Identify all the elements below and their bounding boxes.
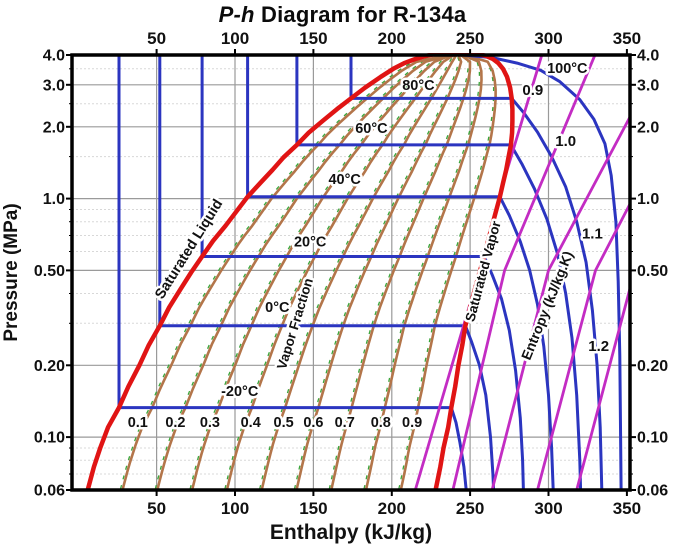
- isotherm-label: 0°C: [265, 300, 290, 316]
- quality-line: [190, 53, 459, 491]
- entropy-lines: [413, 53, 631, 491]
- x-tick-label-bottom: 100: [221, 499, 249, 518]
- quality-line-dash: [224, 53, 455, 490]
- isotherm-line: [200, 53, 525, 491]
- quality-line: [260, 53, 459, 491]
- chart-curves: [117, 53, 631, 491]
- isotherm-label: 80°C: [402, 78, 435, 94]
- isotherm-line: [246, 53, 555, 491]
- quality-label: 0.6: [303, 415, 323, 431]
- y-tick-label-left: 0.50: [34, 263, 65, 280]
- plot-border: [70, 53, 632, 492]
- x-tick-label-top: 150: [299, 29, 327, 48]
- quality-line: [156, 53, 458, 491]
- isotherm-label: 40°C: [328, 172, 361, 188]
- entropy-line: [451, 53, 597, 491]
- entropy-line: [490, 116, 631, 491]
- y-tick-label-left: 4.0: [43, 48, 65, 65]
- entropy-line: [536, 203, 631, 491]
- quality-label: 0.4: [241, 415, 261, 431]
- quality-line: [399, 53, 497, 491]
- isotherm-line: [158, 53, 496, 491]
- y-tick-label-right: 4.0: [637, 48, 659, 65]
- isotherm-label: 60°C: [355, 121, 388, 137]
- quality-line-dash: [363, 53, 481, 490]
- isotherm-line: [295, 53, 583, 491]
- isotherm-line: [448, 53, 623, 491]
- chart-title-text: Diagram for R-134a: [254, 2, 467, 27]
- chart-title: P-h Diagram for R-134a: [0, 2, 685, 28]
- quality-label: 0.8: [371, 415, 391, 431]
- y-tick-label-right: 1.0: [637, 191, 659, 208]
- isotherm-label: 20°C: [294, 234, 327, 250]
- quality-label: 0.5: [274, 415, 294, 431]
- entropy-label: 0.9: [522, 82, 543, 99]
- y-tick-label-right: 0.20: [637, 358, 668, 375]
- quality-line: [121, 53, 458, 491]
- y-tick-label-right: 2.0: [637, 119, 659, 136]
- y-tick-label-left: 3.0: [43, 77, 65, 94]
- quality-label: 0.2: [165, 415, 185, 431]
- quality-lines: [121, 53, 497, 491]
- quality-label: 0.7: [335, 415, 355, 431]
- x-tick-label-bottom: 300: [534, 499, 562, 518]
- isotherm-label: 100°C: [547, 61, 588, 77]
- tick-labels: 50 50 100 100 150 150 200 200 250 250 300 300 350 350…: [34, 29, 668, 518]
- entropy-line: [575, 288, 631, 491]
- quality-label: 0.3: [200, 415, 220, 431]
- quality-line: [225, 53, 459, 491]
- y-tick-label-right: 3.0: [637, 77, 659, 94]
- y-tick-label-right: 0.10: [637, 430, 668, 447]
- quality-line: [330, 53, 472, 491]
- x-tick-label-top: 300: [534, 29, 562, 48]
- y-tick-label-right: 0.06: [637, 483, 668, 500]
- x-tick-label-top: 200: [378, 29, 406, 48]
- x-tick-label-bottom: 50: [147, 499, 166, 518]
- entropy-label: 1.0: [555, 133, 576, 150]
- y-tick-label-right: 0.50: [637, 263, 668, 280]
- x-tick-label-top: 350: [613, 29, 641, 48]
- x-tick-label-bottom: 150: [299, 499, 327, 518]
- y-axis-title: Pressure (MPa): [1, 203, 22, 341]
- quality-line-dash: [293, 53, 460, 490]
- entropy-label: 1.2: [588, 338, 609, 355]
- axis-ticks: [66, 49, 636, 496]
- quality-lines-dashed: [119, 53, 495, 490]
- x-tick-label-bottom: 250: [456, 499, 484, 518]
- y-tick-label-left: 2.0: [43, 119, 65, 136]
- quality-line: [295, 53, 463, 491]
- quality-label: 0.9: [402, 415, 422, 431]
- y-tick-label-left: 0.10: [34, 430, 65, 447]
- chart-title-symbol: P-h: [218, 2, 255, 27]
- quality-line: [364, 53, 483, 491]
- y-tick-label-left: 0.06: [34, 483, 65, 500]
- x-tick-label-top: 100: [221, 29, 249, 48]
- x-tick-label-bottom: 200: [378, 499, 406, 518]
- isotherm-label: -20°C: [221, 384, 259, 400]
- y-tick-label-left: 1.0: [43, 191, 65, 208]
- x-tick-label-top: 250: [456, 29, 484, 48]
- quality-line-dash: [119, 53, 453, 490]
- quality-line-dash: [189, 53, 455, 490]
- quality-line-dash: [259, 53, 456, 490]
- saturation-dome-curve: [85, 53, 515, 491]
- entropy-label: 1.1: [582, 226, 603, 243]
- quality-label: 0.1: [128, 415, 148, 431]
- x-tick-label-bottom: 350: [613, 499, 641, 518]
- x-axis-title: Enthalpy (kJ/kg): [270, 521, 432, 544]
- x-tick-label-top: 50: [147, 29, 166, 48]
- y-tick-label-left: 0.20: [34, 358, 65, 375]
